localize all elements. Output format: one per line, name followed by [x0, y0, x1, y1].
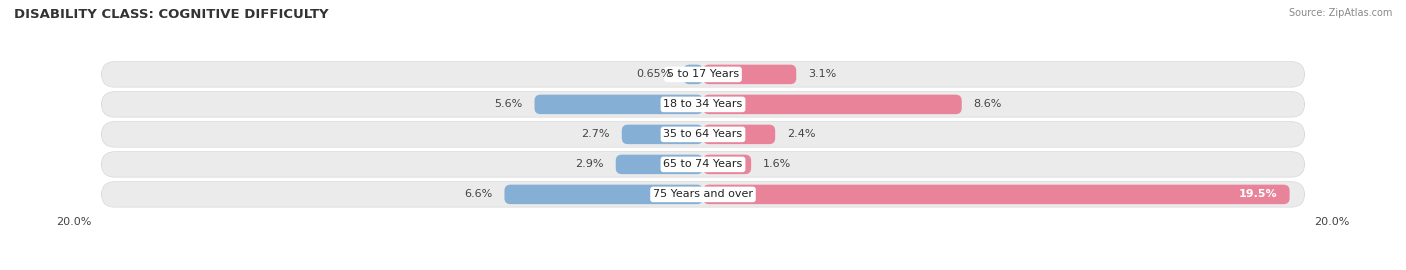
- Text: 35 to 64 Years: 35 to 64 Years: [664, 129, 742, 139]
- FancyBboxPatch shape: [683, 65, 703, 84]
- Text: 18 to 34 Years: 18 to 34 Years: [664, 99, 742, 109]
- FancyBboxPatch shape: [101, 182, 1305, 207]
- FancyBboxPatch shape: [703, 185, 1289, 204]
- Text: DISABILITY CLASS: COGNITIVE DIFFICULTY: DISABILITY CLASS: COGNITIVE DIFFICULTY: [14, 8, 329, 21]
- FancyBboxPatch shape: [534, 95, 703, 114]
- FancyBboxPatch shape: [101, 152, 1305, 177]
- FancyBboxPatch shape: [703, 95, 962, 114]
- Text: 65 to 74 Years: 65 to 74 Years: [664, 159, 742, 169]
- Text: 8.6%: 8.6%: [974, 99, 1002, 109]
- Text: 75 Years and over: 75 Years and over: [652, 189, 754, 200]
- Text: 20.0%: 20.0%: [1315, 217, 1350, 227]
- FancyBboxPatch shape: [101, 62, 1305, 87]
- FancyBboxPatch shape: [703, 155, 751, 174]
- Text: 2.4%: 2.4%: [787, 129, 815, 139]
- Text: 19.5%: 19.5%: [1239, 189, 1278, 200]
- Text: 5 to 17 Years: 5 to 17 Years: [666, 69, 740, 79]
- Text: 20.0%: 20.0%: [56, 217, 91, 227]
- Legend: Male, Female: Male, Female: [641, 269, 765, 270]
- Text: Source: ZipAtlas.com: Source: ZipAtlas.com: [1288, 8, 1392, 18]
- FancyBboxPatch shape: [505, 185, 703, 204]
- FancyBboxPatch shape: [101, 92, 1305, 117]
- FancyBboxPatch shape: [621, 125, 703, 144]
- FancyBboxPatch shape: [616, 155, 703, 174]
- FancyBboxPatch shape: [703, 125, 775, 144]
- Text: 2.7%: 2.7%: [581, 129, 610, 139]
- Text: 2.9%: 2.9%: [575, 159, 603, 169]
- Text: 1.6%: 1.6%: [763, 159, 792, 169]
- Text: 5.6%: 5.6%: [495, 99, 523, 109]
- FancyBboxPatch shape: [101, 122, 1305, 147]
- Text: 6.6%: 6.6%: [464, 189, 492, 200]
- Text: 3.1%: 3.1%: [808, 69, 837, 79]
- Text: 0.65%: 0.65%: [636, 69, 672, 79]
- FancyBboxPatch shape: [703, 65, 796, 84]
